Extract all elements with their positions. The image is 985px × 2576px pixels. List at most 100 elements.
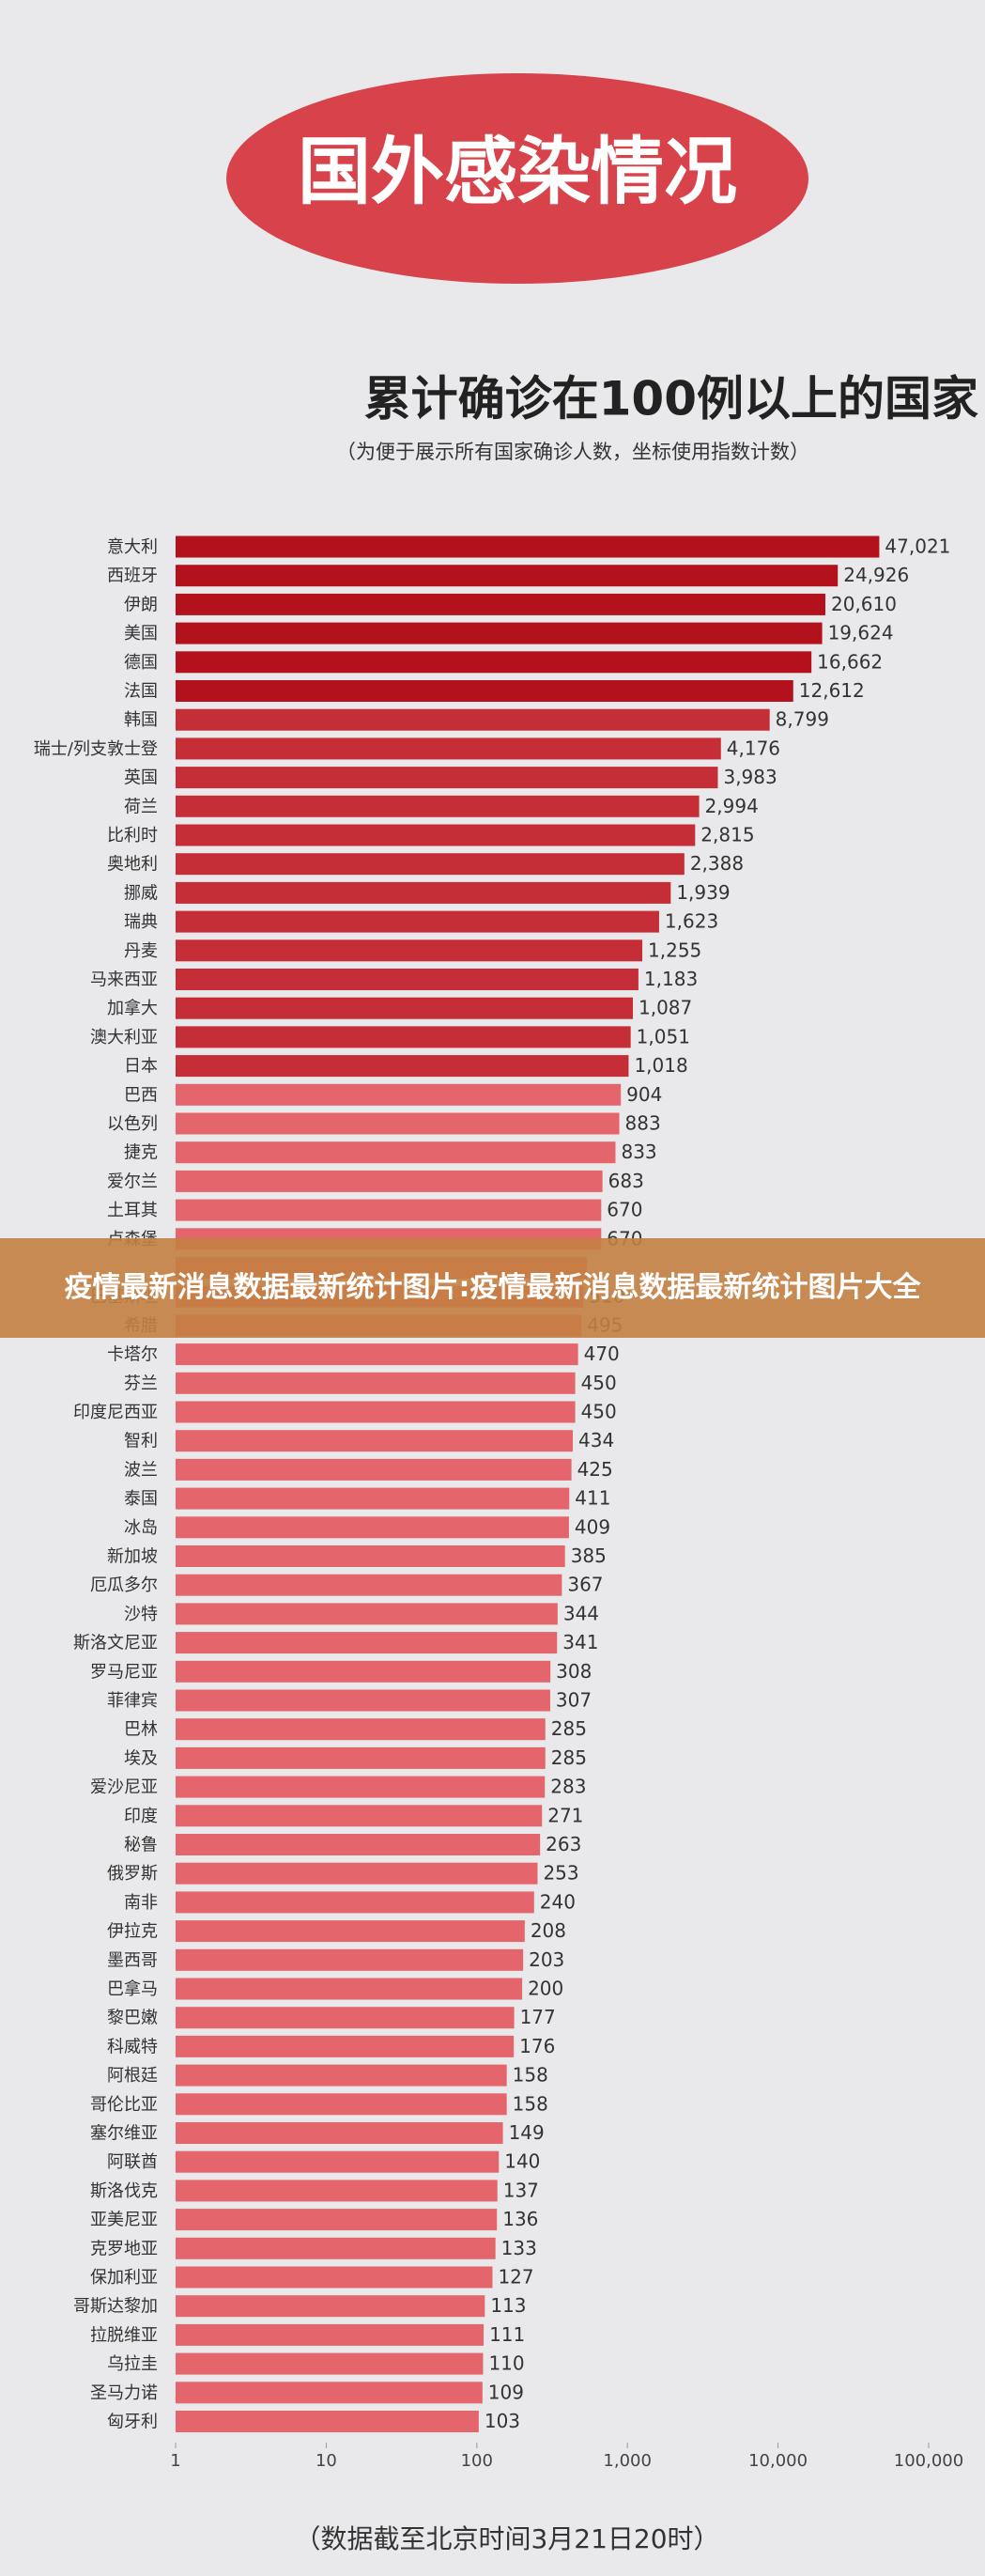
- value-label: 470: [584, 1342, 620, 1365]
- y-tick-label: 匈牙利: [107, 2413, 158, 2432]
- value-label: 434: [578, 1429, 614, 1451]
- value-label: 109: [488, 2381, 524, 2403]
- y-tick-label: 卡塔尔: [107, 1345, 158, 1365]
- bar: [176, 1603, 558, 1625]
- y-tick-label: 南非: [124, 1893, 158, 1913]
- bar: [176, 1199, 602, 1221]
- bar: [176, 1920, 525, 1943]
- bar: [176, 1805, 543, 1827]
- y-tick-label: 巴林: [124, 1720, 158, 1740]
- y-tick-label: 奥地利: [107, 855, 158, 875]
- x-tick-label: 10,000: [748, 2451, 808, 2471]
- value-label: 208: [531, 1919, 566, 1942]
- y-tick-label: 荷兰: [124, 797, 158, 816]
- value-label: 20,610: [831, 593, 897, 615]
- bar: [176, 997, 634, 1019]
- y-tick-label: 以色列: [107, 1114, 158, 1134]
- value-label: 140: [504, 2150, 540, 2173]
- value-label: 176: [519, 2035, 555, 2057]
- y-tick-label: 秘鲁: [124, 1836, 158, 1855]
- x-tick-label: 100: [461, 2451, 493, 2471]
- x-tick-label: 1: [170, 2451, 180, 2471]
- y-tick-label: 罗马尼亚: [90, 1662, 158, 1682]
- bar: [176, 1632, 558, 1654]
- y-tick-label: 斯洛文尼亚: [73, 1634, 158, 1653]
- bar: [176, 1112, 620, 1135]
- value-label: 344: [563, 1602, 599, 1624]
- y-tick-label: 瑞典: [124, 912, 158, 932]
- y-tick-label: 俄罗斯: [107, 1864, 158, 1884]
- value-label: 411: [575, 1487, 610, 1510]
- y-tick-label: 比利时: [107, 826, 158, 846]
- y-tick-label: 克罗地亚: [90, 2239, 158, 2258]
- bar: [176, 1055, 629, 1078]
- bar: [176, 1516, 569, 1539]
- y-tick-label: 西班牙: [107, 566, 158, 586]
- bar: [176, 535, 880, 558]
- bar: [176, 1948, 524, 1971]
- bar: [176, 795, 700, 817]
- bar: [176, 593, 825, 615]
- bar: [176, 1776, 546, 1798]
- y-tick-label: 沙特: [124, 1605, 158, 1624]
- y-tick-label: 泰国: [124, 1489, 158, 1509]
- bar: [176, 1574, 562, 1596]
- bar: [176, 1372, 576, 1394]
- bar: [176, 2237, 496, 2259]
- value-label: 137: [503, 2179, 539, 2201]
- bar: [176, 824, 696, 846]
- y-tick-label: 阿根廷: [107, 2066, 158, 2086]
- value-label: 904: [626, 1083, 662, 1106]
- bar: [176, 2093, 507, 2116]
- value-label: 111: [489, 2323, 525, 2346]
- y-tick-label: 巴西: [124, 1085, 158, 1105]
- y-tick-label: 加拿大: [107, 998, 158, 1018]
- bar: [176, 1487, 570, 1510]
- bar: [176, 651, 812, 674]
- bar: [176, 1718, 546, 1741]
- value-label: 425: [577, 1458, 613, 1481]
- value-label: 883: [625, 1112, 661, 1135]
- value-label: 285: [551, 1717, 587, 1740]
- value-label: 110: [488, 2352, 524, 2375]
- value-label: 113: [490, 2294, 526, 2317]
- value-label: 341: [562, 1631, 598, 1653]
- value-label: 409: [575, 1515, 610, 1538]
- value-label: 3,983: [723, 766, 777, 788]
- value-label: 2,994: [705, 795, 759, 817]
- value-label: 307: [556, 1689, 592, 1712]
- overlay-banner: 疫情最新消息数据最新统计图片:疫情最新消息数据最新统计图片大全: [0, 1238, 985, 1338]
- bar: [176, 1891, 534, 1914]
- y-tick-label: 哥斯达黎加: [73, 2297, 158, 2317]
- y-tick-label: 英国: [124, 768, 158, 788]
- value-label: 450: [581, 1401, 617, 1423]
- bar: [176, 910, 659, 933]
- y-tick-label: 乌拉圭: [107, 2354, 158, 2374]
- value-label: 683: [608, 1170, 644, 1192]
- value-label: 1,183: [644, 968, 698, 990]
- bar: [176, 2382, 483, 2404]
- bar: [176, 2295, 485, 2318]
- bar: [176, 2122, 503, 2144]
- bar: [176, 737, 721, 760]
- y-tick-label: 科威特: [107, 2037, 158, 2056]
- y-tick-label: 爱沙尼亚: [90, 1777, 158, 1797]
- value-label: 149: [509, 2121, 545, 2144]
- value-label: 203: [529, 1948, 564, 1971]
- value-label: 263: [546, 1833, 581, 1855]
- chart-note: （为便于展示所有国家确诊人数，坐标使用指数计数）: [336, 441, 809, 463]
- bar: [176, 2007, 515, 2029]
- value-label: 12,612: [799, 679, 865, 702]
- bar: [176, 939, 643, 962]
- bar: [176, 2180, 498, 2202]
- bar: [176, 2411, 479, 2432]
- y-tick-label: 塞尔维亚: [90, 2124, 158, 2144]
- bar: [176, 1862, 538, 1885]
- chart-footer: （数据截至北京时间3月21日20时）: [294, 2523, 719, 2554]
- value-label: 19,624: [828, 622, 894, 644]
- bar: [176, 1746, 546, 1769]
- value-label: 158: [513, 2064, 548, 2087]
- bar: [176, 1343, 578, 1366]
- y-tick-label: 厄瓜多尔: [90, 1575, 158, 1595]
- value-label: 253: [543, 1862, 578, 1885]
